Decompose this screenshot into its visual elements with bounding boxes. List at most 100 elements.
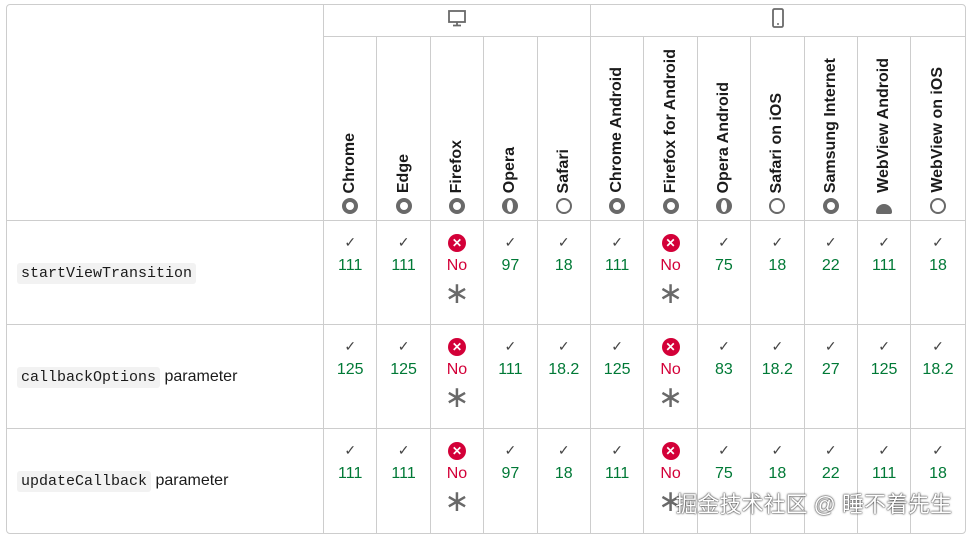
version-label: 75 <box>715 465 733 482</box>
browser-header: Opera <box>484 37 538 221</box>
support-cell[interactable]: ✓ 97 <box>484 429 538 533</box>
support-cell[interactable]: ✓ 111 <box>377 429 431 533</box>
support-cell[interactable]: ✕ No ∗ <box>431 429 485 533</box>
browser-name: Firefox for Android <box>661 48 679 193</box>
support-cell[interactable]: ✓ 111 <box>591 429 645 533</box>
support-cell[interactable]: ✓ 75 <box>698 429 752 533</box>
support-cell[interactable]: ✕ No ∗ <box>644 325 698 429</box>
version-label: 97 <box>501 465 520 482</box>
support-cell[interactable]: ✓ 18.2 <box>751 325 805 429</box>
support-cell[interactable]: ✓ 111 <box>484 325 538 429</box>
support-cell[interactable]: ✓ 22 <box>804 221 858 325</box>
browser-header: Opera Android <box>697 37 752 221</box>
support-cell[interactable]: ✓ 83 <box>697 325 752 429</box>
version-label: 111 <box>391 465 416 482</box>
browser-header: Chrome <box>324 37 378 221</box>
check-icon: ✓ <box>344 338 357 354</box>
browser-name: Safari on iOS <box>768 92 786 193</box>
support-cell[interactable]: ✓ 125 <box>590 325 645 429</box>
support-cell[interactable]: ✓ 125 <box>324 325 378 429</box>
support-cell[interactable]: ✕ No ∗ <box>430 325 485 429</box>
browser-name: Opera <box>501 146 519 193</box>
check-icon: ✓ <box>504 442 517 458</box>
browser-name: Safari <box>554 148 572 193</box>
check-icon: ✓ <box>932 442 944 458</box>
support-cell[interactable]: ✓ 18 <box>751 221 805 325</box>
browser-name: Firefox <box>447 139 465 193</box>
table-row: callbackOptions parameter ✓ 125 ✓ 125 ✕ No ∗ ✓ 11… <box>7 325 965 429</box>
feature-name: updateCallback parameter <box>7 429 324 533</box>
support-cell[interactable]: ✓ 18 <box>751 429 805 533</box>
support-cell[interactable]: ✓ 111 <box>857 221 912 325</box>
unsupported-icon: ✕ <box>447 234 466 252</box>
support-cell[interactable]: ✓ 111 <box>377 221 431 325</box>
check-icon: ✓ <box>557 442 570 458</box>
version-label: 111 <box>498 361 523 378</box>
support-cell[interactable]: ✓ 125 <box>377 325 431 429</box>
feature-suffix: parameter <box>164 367 238 385</box>
support-cell[interactable]: ✓ 18 <box>911 221 965 325</box>
browser-icon <box>769 198 786 214</box>
support-cell[interactable]: ✓ 111 <box>590 221 645 325</box>
version-label: No <box>446 361 468 378</box>
asterisk-icon: ∗ <box>657 277 684 310</box>
unsupported-icon: ✕ <box>661 442 680 460</box>
support-cell[interactable]: ✕ No ∗ <box>430 221 485 325</box>
feature-suffix: parameter <box>155 472 229 489</box>
feature-code[interactable]: startViewTransition <box>17 262 197 284</box>
browser-header: WebView Android <box>857 37 912 221</box>
check-icon: ✓ <box>824 442 837 458</box>
browser-name: Opera Android <box>714 81 732 193</box>
mobile-icon <box>771 8 784 28</box>
version-label: 18 <box>768 257 787 274</box>
version-label: 125 <box>603 361 631 378</box>
check-icon: ✓ <box>824 234 837 250</box>
check-icon: ✓ <box>611 234 624 250</box>
platform-mobile <box>590 5 965 37</box>
table-row: updateCallback parameter ✓ 111 ✓ 111 ✕ No ∗ ✓ 97 ✓… <box>7 429 965 533</box>
check-icon: ✓ <box>611 442 624 458</box>
version-label: 18 <box>929 465 947 482</box>
support-cell[interactable]: ✓ 18 <box>537 221 591 325</box>
browser-name: WebView on iOS <box>928 67 946 193</box>
version-label: 111 <box>391 257 416 274</box>
browser-name: Chrome <box>341 132 359 193</box>
version-label: 83 <box>715 361 733 378</box>
version-label: 18 <box>768 465 787 482</box>
support-cell[interactable]: ✓ 18 <box>911 429 964 533</box>
support-cell[interactable]: ✕ No ∗ <box>644 221 698 325</box>
feature-name: callbackOptions parameter <box>7 325 324 429</box>
support-cell[interactable]: ✓ 125 <box>857 325 912 429</box>
browser-header: Safari on iOS <box>751 37 805 221</box>
unsupported-icon: ✕ <box>447 442 466 460</box>
browser-name: Edge <box>394 153 412 193</box>
support-cell[interactable]: ✓ 111 <box>324 429 378 533</box>
browser-name: Samsung Internet <box>821 57 839 193</box>
browser-icon <box>555 198 572 214</box>
support-cell[interactable]: ✓ 22 <box>805 429 858 533</box>
support-cell[interactable]: ✓ 111 <box>324 221 378 325</box>
check-icon: ✓ <box>771 338 784 354</box>
version-label: 111 <box>604 465 630 482</box>
table-row: startViewTransition ✓ 111 ✓ 111 ✕ No ∗ ✓ 97 ✓ 18 ✓ 1… <box>7 221 965 325</box>
unsupported-icon: ✕ <box>447 338 466 356</box>
version-label: 111 <box>338 257 363 274</box>
feature-code[interactable]: updateCallback <box>17 471 152 492</box>
asterisk-icon: ∗ <box>657 381 684 414</box>
support-cell[interactable]: ✓ 111 <box>858 429 912 533</box>
support-cell[interactable]: ✓ 18.2 <box>537 325 591 429</box>
check-icon: ✓ <box>504 338 517 354</box>
support-cell[interactable]: ✕ No ∗ <box>644 429 698 533</box>
version-label: 18.2 <box>922 361 954 378</box>
feature-code[interactable]: callbackOptions <box>17 366 161 388</box>
support-cell[interactable]: ✓ 97 <box>484 221 538 325</box>
support-cell[interactable]: ✓ 18.2 <box>911 325 965 429</box>
support-cell[interactable]: ✓ 75 <box>697 221 752 325</box>
version-label: No <box>660 257 681 274</box>
version-label: 111 <box>604 257 630 274</box>
support-cell[interactable]: ✓ 18 <box>538 429 591 533</box>
support-cell[interactable]: ✓ 27 <box>804 325 858 429</box>
version-label: 18.2 <box>761 361 793 378</box>
version-label: 18 <box>929 257 947 274</box>
version-label: 22 <box>821 257 840 274</box>
